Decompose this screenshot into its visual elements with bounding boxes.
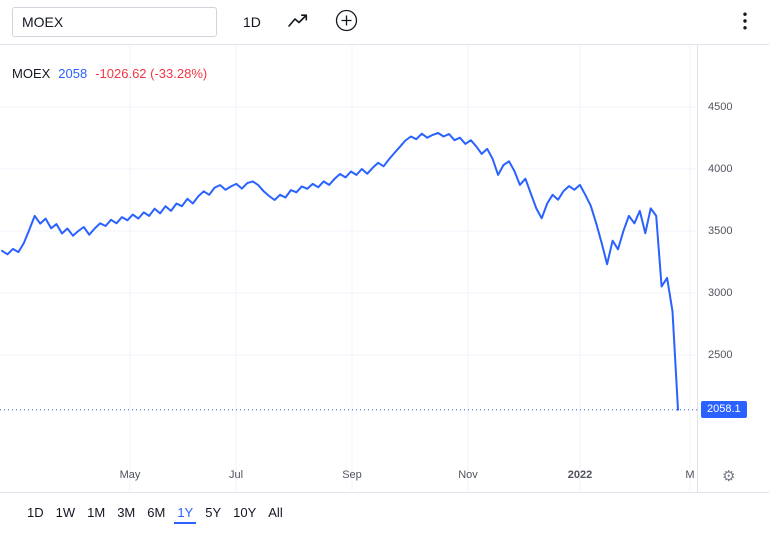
time-axis-label: 2022	[568, 469, 592, 481]
symbol-search-input[interactable]	[12, 7, 217, 37]
price-scale-label: 4500	[708, 101, 733, 113]
range-button-10y[interactable]: 10Y	[230, 503, 259, 524]
range-button-1m[interactable]: 1M	[84, 503, 108, 524]
time-axis-label: Sep	[342, 469, 362, 481]
chart-canvas: May Jul Sep Nov 2022 M	[0, 45, 697, 493]
time-axis-label: M	[685, 469, 694, 481]
chart-plot-area[interactable]: May Jul Sep Nov 2022 M MOEX 2058 -1026.62 (-3…	[0, 45, 697, 493]
kebab-menu-icon	[743, 12, 747, 33]
range-button-6m[interactable]: 6M	[144, 503, 168, 524]
range-button-3m[interactable]: 3M	[114, 503, 138, 524]
menu-button[interactable]	[743, 12, 747, 33]
price-scale-label: 4000	[708, 163, 733, 175]
range-buttons: 1D 1W 1M 3M 6M 1Y 5Y 10Y All	[24, 503, 286, 524]
range-button-1y[interactable]: 1Y	[174, 503, 197, 524]
top-toolbar: 1D	[0, 0, 769, 45]
range-button-1w[interactable]: 1W	[53, 503, 79, 524]
last-price-badge: 2058.1	[701, 401, 747, 418]
price-line-series	[1, 132, 679, 411]
line-chart-icon	[287, 12, 309, 33]
range-toolbar: 1D 1W 1M 3M 6M 1Y 5Y 10Y All	[0, 493, 769, 541]
price-scale-label: 3500	[708, 225, 733, 237]
gear-icon[interactable]: ⚙	[722, 468, 736, 485]
compare-add-button[interactable]	[335, 9, 358, 35]
price-scale[interactable]: 2058.1 ⚙ 4500 4000 3500 3000 2500	[697, 45, 769, 492]
chart-style-button[interactable]	[287, 12, 309, 33]
interval-selector[interactable]: 1D	[243, 13, 261, 30]
range-button-5y[interactable]: 5Y	[202, 503, 224, 524]
time-axis-label: May	[120, 469, 141, 481]
chart-region: May Jul Sep Nov 2022 M MOEX 2058 -1026.62 (-3…	[0, 45, 769, 493]
time-axis-label: Nov	[458, 469, 478, 481]
plus-circle-icon	[335, 9, 358, 35]
time-axis-label: Jul	[229, 469, 243, 481]
range-button-all[interactable]: All	[265, 503, 285, 524]
range-button-1d[interactable]: 1D	[24, 503, 47, 524]
price-scale-label: 2500	[708, 349, 733, 361]
price-scale-label: 3000	[708, 287, 733, 299]
